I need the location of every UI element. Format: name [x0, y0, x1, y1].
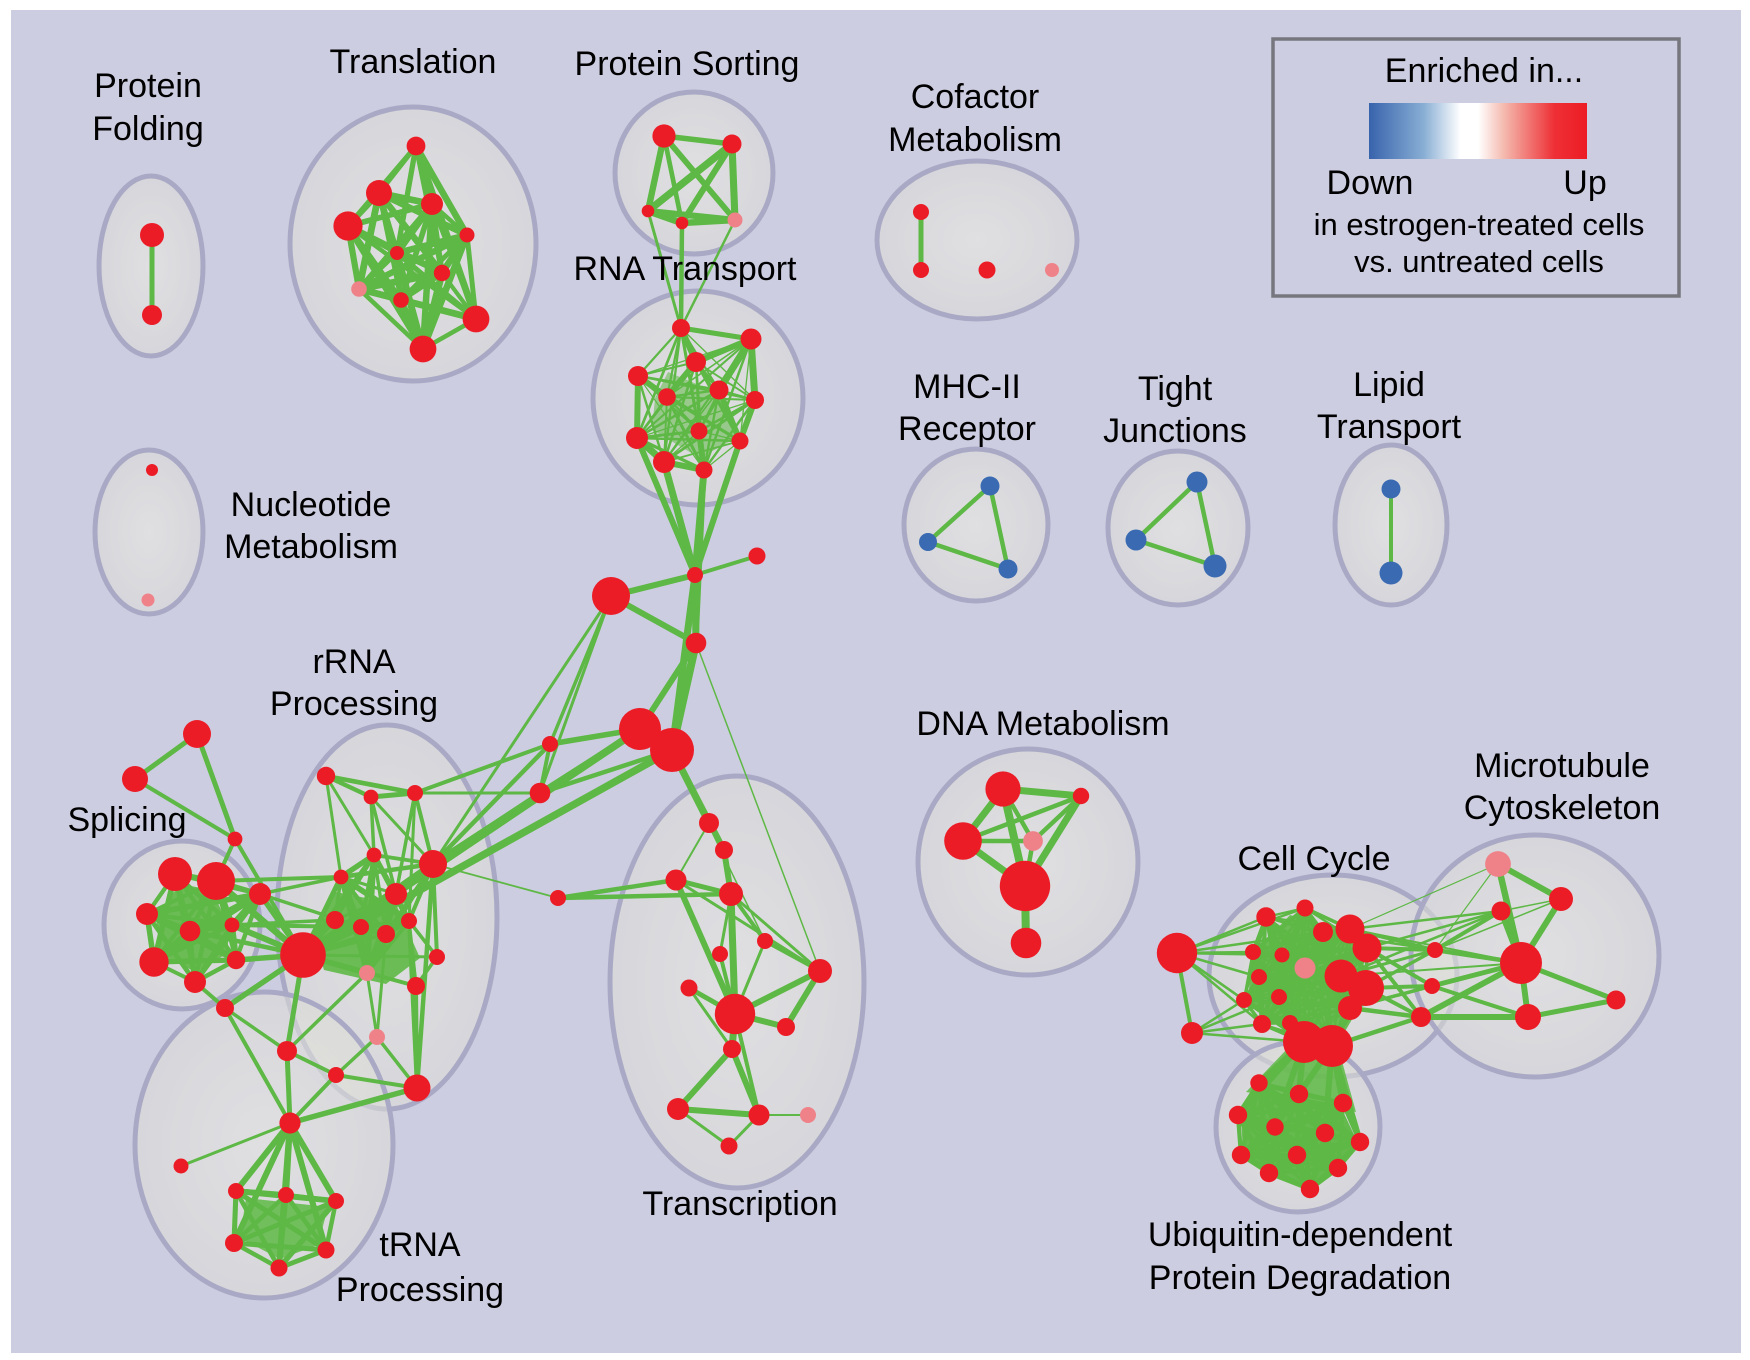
svg-text:Translation: Translation	[330, 43, 497, 81]
svg-text:Down: Down	[1327, 164, 1414, 202]
svg-text:Transcription: Transcription	[642, 1185, 837, 1223]
svg-text:Metabolism: Metabolism	[224, 528, 398, 566]
svg-text:Cell Cycle: Cell Cycle	[1237, 840, 1390, 878]
svg-text:Lipid: Lipid	[1353, 366, 1425, 404]
svg-text:DNA Metabolism: DNA Metabolism	[916, 705, 1169, 743]
svg-text:Up: Up	[1563, 164, 1606, 202]
svg-text:Junctions: Junctions	[1103, 412, 1247, 450]
svg-text:RNA Transport: RNA Transport	[574, 250, 798, 288]
svg-text:MHC-II: MHC-II	[913, 368, 1021, 406]
svg-text:rRNA: rRNA	[312, 643, 395, 681]
svg-text:Tight: Tight	[1138, 370, 1213, 408]
svg-text:Splicing: Splicing	[67, 801, 186, 839]
svg-text:vs. untreated cells: vs. untreated cells	[1354, 244, 1604, 279]
svg-text:Processing: Processing	[336, 1271, 504, 1309]
svg-text:Transport: Transport	[1317, 408, 1462, 446]
svg-text:Processing: Processing	[270, 685, 438, 723]
svg-text:Enriched in...: Enriched in...	[1385, 52, 1583, 90]
svg-text:Cofactor: Cofactor	[911, 78, 1040, 116]
svg-text:Cytoskeleton: Cytoskeleton	[1464, 789, 1661, 827]
svg-text:Ubiquitin-dependent: Ubiquitin-dependent	[1148, 1216, 1453, 1254]
svg-text:Receptor: Receptor	[898, 410, 1036, 448]
svg-text:Protein Degradation: Protein Degradation	[1149, 1259, 1451, 1297]
svg-text:Metabolism: Metabolism	[888, 121, 1062, 159]
svg-text:Nucleotide: Nucleotide	[231, 486, 392, 524]
svg-text:tRNA: tRNA	[379, 1226, 461, 1264]
svg-text:Folding: Folding	[92, 110, 204, 148]
svg-text:Microtubule: Microtubule	[1474, 747, 1650, 785]
svg-text:in estrogen-treated cells: in estrogen-treated cells	[1314, 207, 1645, 242]
svg-text:Protein Sorting: Protein Sorting	[575, 45, 800, 83]
svg-text:Protein: Protein	[94, 67, 202, 105]
